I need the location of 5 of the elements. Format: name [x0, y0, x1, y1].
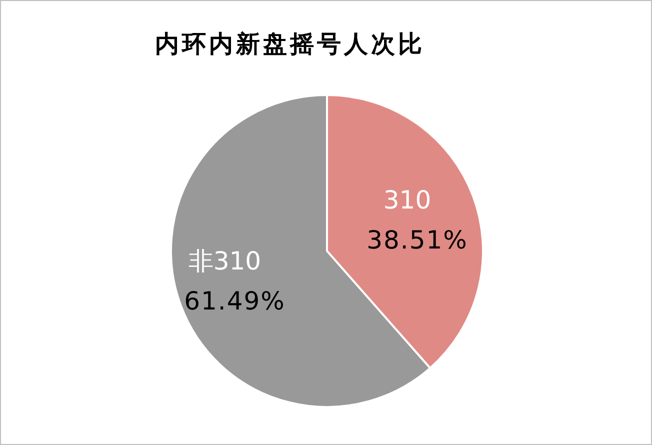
slice-label: 310: [383, 186, 432, 215]
data-label: 38.51%: [366, 226, 468, 255]
slice-label: 非310: [188, 246, 262, 276]
data-label: 61.49%: [184, 286, 286, 316]
chart-title: 内环内新盘摇号人次比: [155, 30, 425, 58]
